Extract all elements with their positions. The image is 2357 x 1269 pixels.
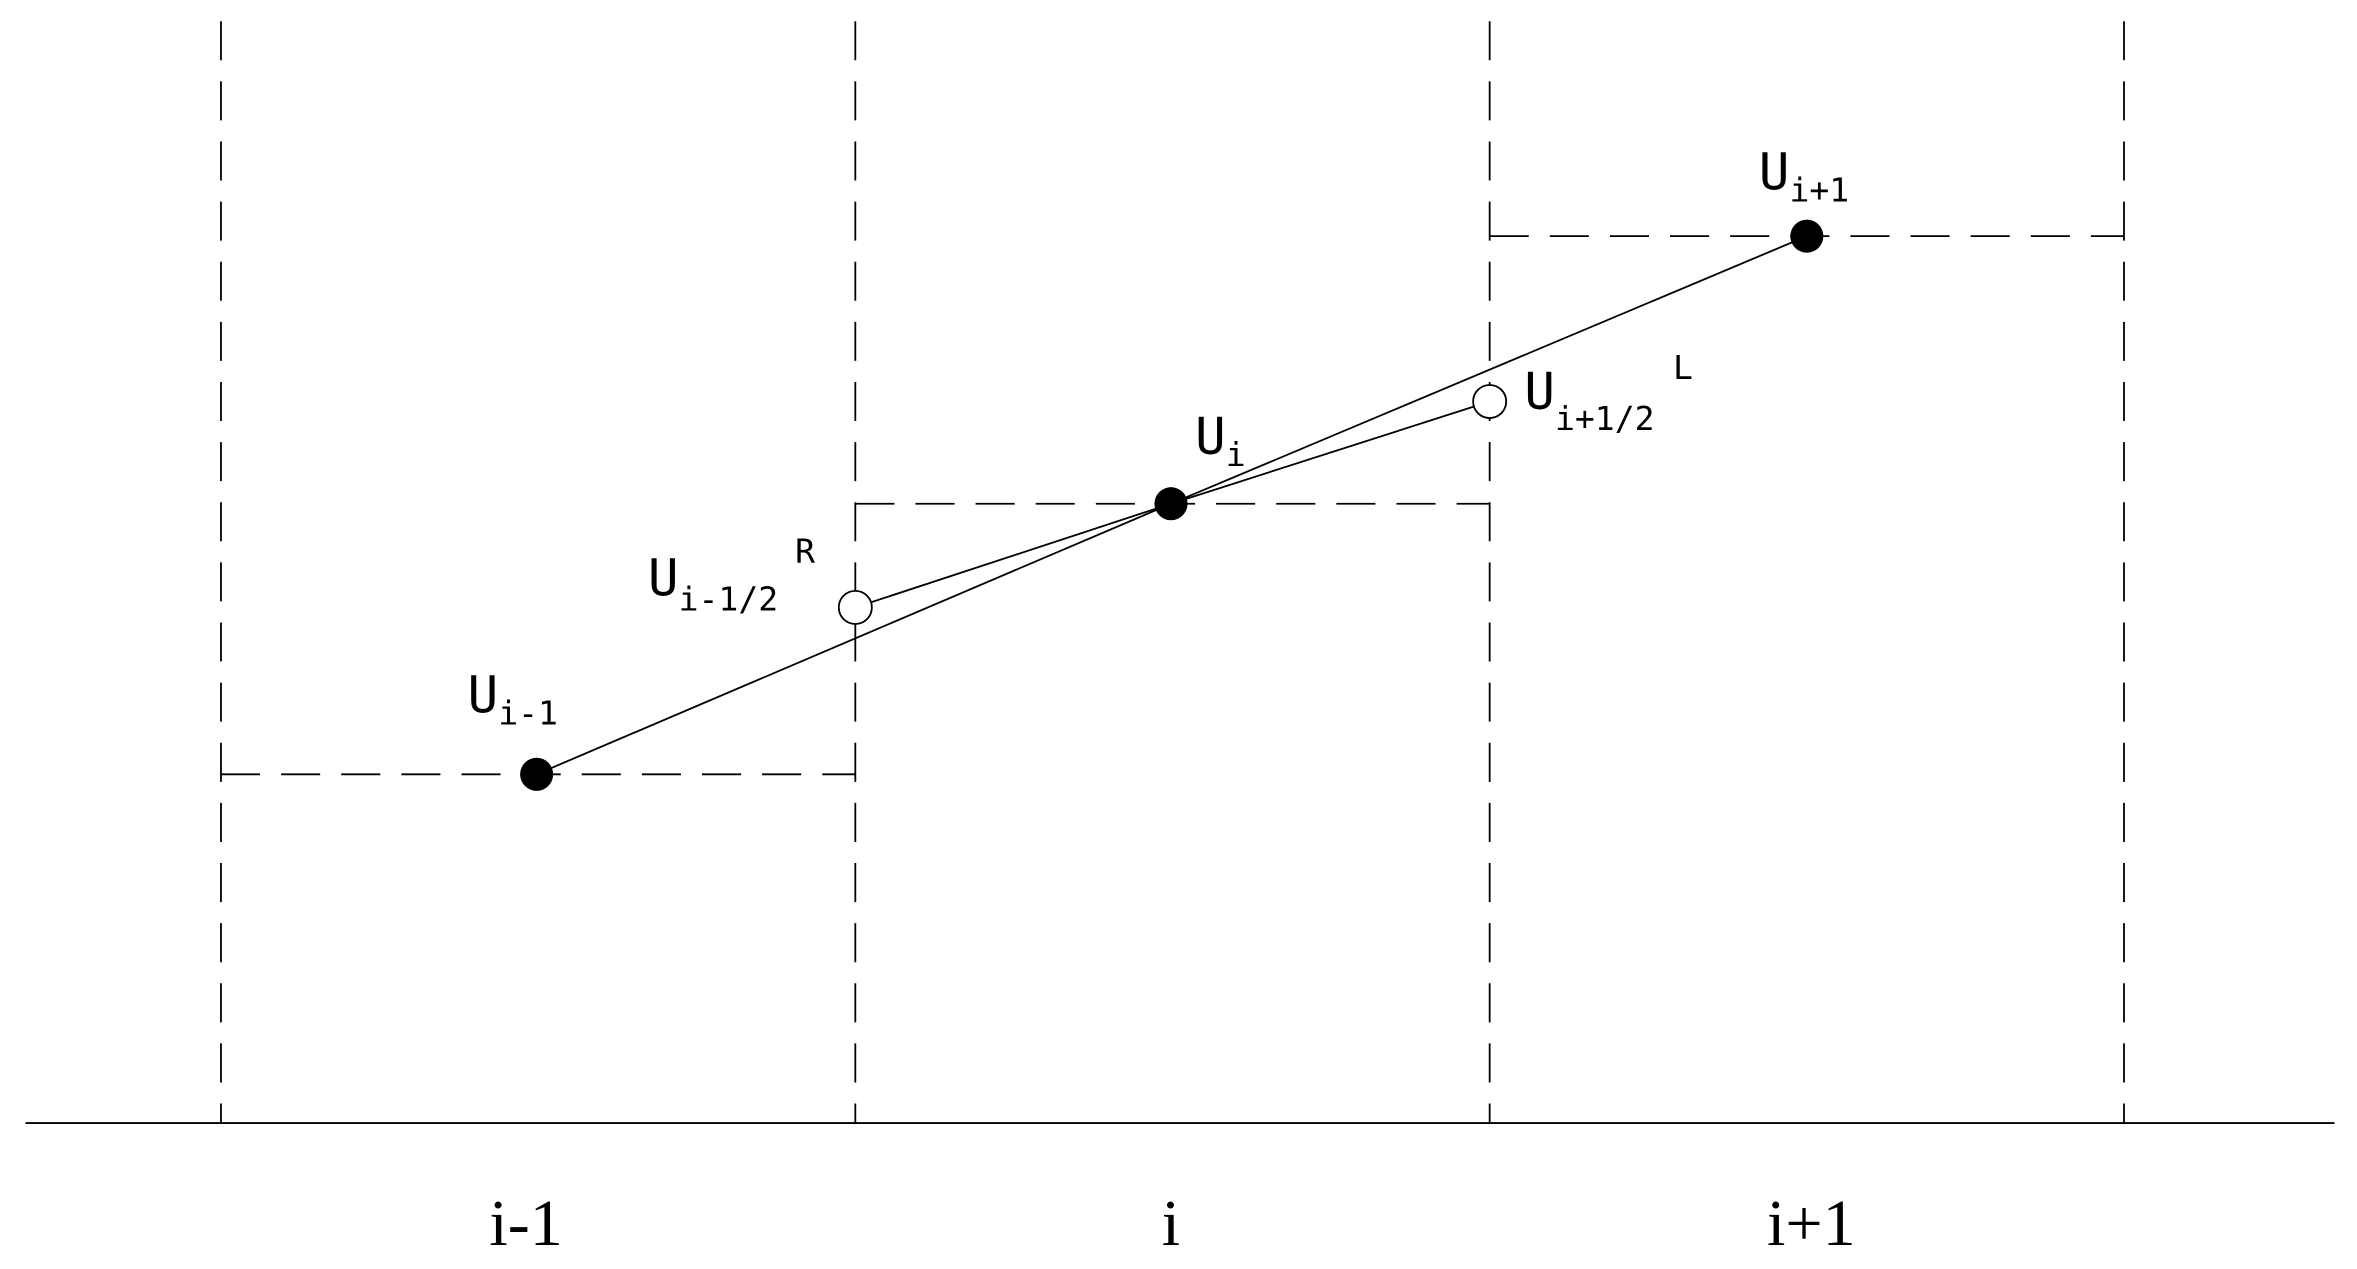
interface-point bbox=[1472, 384, 1508, 419]
grid bbox=[25, 21, 2335, 1124]
symbol: U bbox=[1759, 144, 1790, 203]
symbol: U bbox=[1195, 408, 1226, 467]
reconstruction bbox=[520, 219, 1824, 791]
interface-label: Ui-1/2 bbox=[648, 549, 778, 618]
cell-label: i-1 bbox=[489, 1187, 562, 1260]
cell-labels: i-1 i i+1 bbox=[489, 1187, 1855, 1260]
cell-label: i+1 bbox=[1767, 1187, 1856, 1260]
point-label: Ui+1 bbox=[1759, 144, 1849, 210]
interface-label: Ui+1/2 bbox=[1524, 363, 1654, 438]
cell-label: i bbox=[1162, 1187, 1180, 1260]
cell-point bbox=[1790, 219, 1824, 253]
superscript: L bbox=[1673, 348, 1693, 387]
subscript: i-1/2 bbox=[679, 579, 779, 618]
interface-point bbox=[837, 590, 873, 625]
cell-point bbox=[520, 757, 554, 791]
subscript: i+1/2 bbox=[1555, 399, 1655, 438]
cell-point bbox=[1154, 487, 1188, 521]
subscript: i-1 bbox=[498, 694, 558, 733]
point-label: Ui bbox=[1195, 408, 1246, 474]
subscript: i bbox=[1226, 435, 1246, 474]
superscript: R bbox=[795, 531, 815, 570]
point-labels: Ui-1 Ui Ui+1 Ui-1/2 R Ui+1/2 L bbox=[467, 144, 1849, 733]
limited-slope bbox=[855, 502, 1172, 609]
symbol: U bbox=[1524, 363, 1555, 422]
slope-line bbox=[1170, 235, 1808, 505]
limited-slope bbox=[1170, 400, 1490, 505]
symbol: U bbox=[648, 549, 679, 608]
slope-line bbox=[536, 502, 1172, 776]
subscript: i+1 bbox=[1789, 171, 1849, 210]
point-label: Ui-1 bbox=[467, 667, 557, 733]
symbol: U bbox=[467, 667, 498, 726]
